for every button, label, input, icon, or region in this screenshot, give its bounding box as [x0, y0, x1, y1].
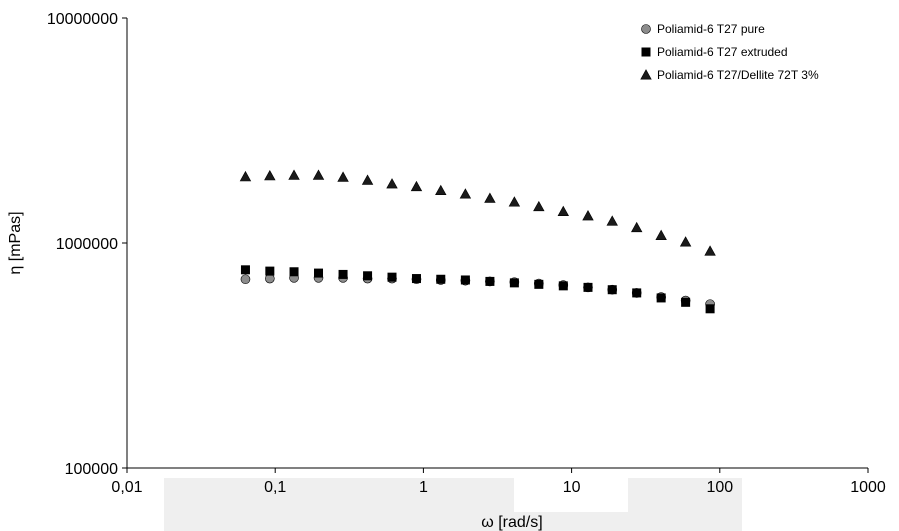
point-extruded — [558, 281, 568, 291]
x-tick-label: 1 — [419, 479, 428, 496]
point-dellite — [459, 188, 472, 199]
point-extruded — [583, 282, 593, 292]
x-tick-label: 1000 — [850, 479, 886, 496]
series-2 — [240, 265, 715, 314]
point-dellite — [435, 184, 447, 196]
point-dellite — [288, 169, 300, 180]
point-dellite — [655, 229, 667, 240]
x-tick-label: 0,01 — [111, 479, 142, 496]
point-dellite — [239, 170, 252, 182]
point-pure — [240, 274, 251, 285]
point-dellite — [337, 171, 349, 182]
point-extruded — [240, 265, 250, 275]
data-points — [239, 169, 716, 314]
point-dellite — [410, 180, 423, 192]
background-bands — [164, 478, 742, 531]
point-extruded — [289, 267, 299, 277]
point-dellite — [606, 215, 618, 226]
point-dellite — [264, 169, 276, 181]
point-extruded — [363, 271, 373, 281]
y-tick-label: 10000000 — [47, 11, 118, 28]
y-axis-title: η [mPas] — [7, 211, 24, 274]
x-ticks: 0,01 0,1 1 10 100 1000 — [111, 468, 886, 496]
x-axis-title: ω [rad/s] — [481, 514, 542, 531]
legend: Poliamid-6 T27 pure Poliamid-6 T27 extrud… — [640, 22, 819, 82]
point-extruded — [705, 304, 715, 314]
point-dellite — [312, 169, 325, 180]
point-extruded — [338, 269, 348, 279]
point-extruded — [509, 278, 519, 288]
point-dellite — [582, 210, 594, 221]
point-dellite — [361, 174, 374, 185]
point-dellite — [533, 200, 545, 212]
x-tick-label: 10 — [563, 479, 581, 496]
legend-marker — [640, 69, 652, 80]
background-band — [164, 512, 742, 531]
point-dellite — [508, 196, 521, 207]
y-tick-label: 1000000 — [56, 236, 118, 253]
point-extruded — [485, 276, 495, 286]
legend-label: Poliamid-6 T27 pure — [657, 22, 765, 36]
legend-label: Poliamid-6 T27/Dellite 72T 3% — [657, 68, 819, 82]
point-dellite — [386, 178, 398, 189]
legend-marker — [641, 47, 651, 57]
point-extruded — [314, 268, 324, 278]
series-3 — [239, 169, 716, 256]
y-ticks: 100000 1000000 10000000 — [47, 11, 127, 478]
point-extruded — [265, 266, 275, 276]
legend-marker — [641, 24, 651, 34]
point-extruded — [607, 285, 617, 295]
point-dellite — [679, 236, 692, 247]
point-dellite — [484, 192, 496, 203]
point-extruded — [534, 279, 544, 289]
point-extruded — [681, 297, 691, 307]
y-tick-label: 100000 — [65, 461, 118, 478]
point-extruded — [656, 293, 666, 303]
point-extruded — [387, 272, 397, 282]
point-extruded — [436, 274, 446, 284]
legend-label: Poliamid-6 T27 extruded — [657, 45, 788, 59]
point-dellite — [630, 221, 643, 233]
point-extruded — [411, 274, 421, 284]
point-dellite — [704, 245, 716, 256]
x-tick-label: 100 — [706, 479, 733, 496]
point-extruded — [632, 288, 642, 298]
point-extruded — [460, 275, 470, 285]
x-tick-label: 0,1 — [264, 479, 286, 496]
point-dellite — [557, 205, 570, 216]
